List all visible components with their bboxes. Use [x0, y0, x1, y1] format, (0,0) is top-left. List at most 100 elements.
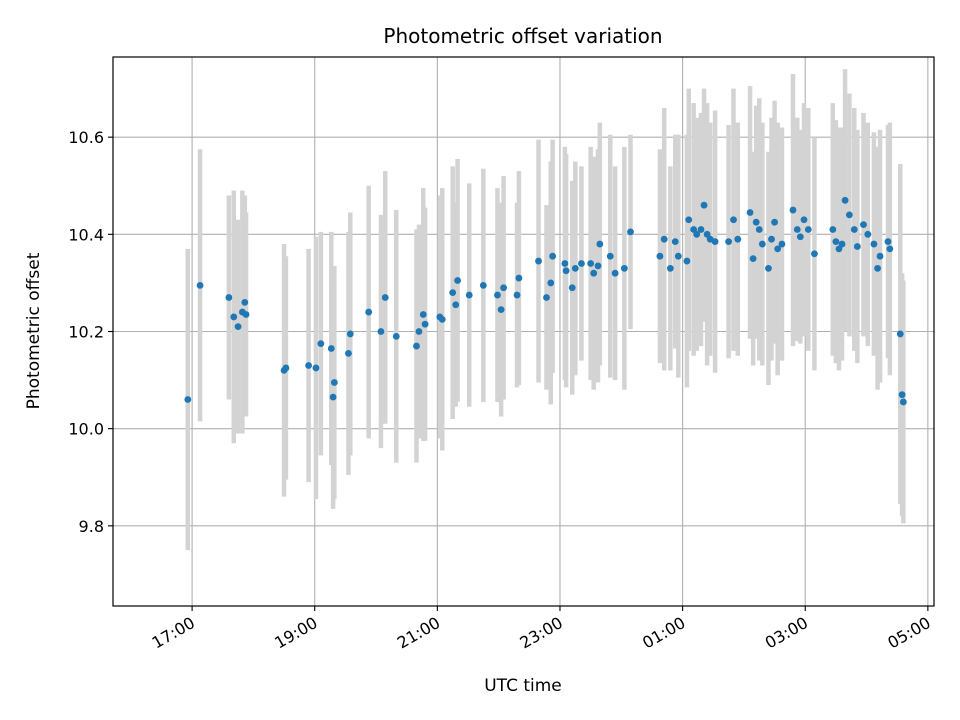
- data-point: [749, 255, 757, 263]
- data-point: [832, 238, 840, 246]
- data-point: [513, 291, 521, 299]
- data-point: [627, 228, 634, 236]
- data-point: [465, 291, 473, 299]
- data-point: [594, 262, 602, 270]
- data-point: [845, 211, 853, 219]
- data-point: [758, 240, 766, 248]
- data-point: [225, 294, 233, 301]
- data-point: [494, 291, 501, 299]
- data-point: [666, 264, 674, 272]
- data-point: [312, 364, 320, 372]
- data-point: [841, 196, 849, 204]
- data-point: [778, 240, 786, 248]
- data-point: [413, 342, 420, 350]
- data-point: [876, 252, 884, 260]
- data-point: [838, 240, 846, 248]
- data-point: [700, 201, 708, 209]
- data-point: [811, 250, 818, 258]
- data-point: [660, 235, 668, 243]
- data-point: [789, 206, 797, 214]
- data-point: [611, 269, 619, 277]
- data-point: [755, 226, 763, 233]
- data-point: [690, 226, 698, 233]
- data-point: [829, 226, 837, 233]
- data-point: [549, 252, 557, 260]
- data-point: [305, 362, 312, 369]
- data-point: [327, 345, 335, 352]
- data-point: [345, 349, 352, 357]
- data-point: [500, 284, 507, 292]
- data-point: [587, 260, 595, 267]
- data-point: [543, 294, 550, 301]
- data-point: [562, 267, 570, 275]
- data-point: [365, 308, 373, 316]
- data-point: [438, 315, 446, 323]
- data-point: [734, 235, 742, 243]
- data-point: [578, 260, 585, 267]
- data-point: [703, 230, 711, 238]
- data-point: [796, 233, 804, 241]
- data-point: [711, 238, 719, 246]
- y-tick-label: 10.4: [68, 225, 104, 244]
- data-point: [381, 294, 389, 301]
- data-point: [377, 328, 385, 335]
- y-axis-ticks: 9.8 10.0 10.2 10.4 10.6: [68, 128, 113, 536]
- data-point: [685, 216, 693, 224]
- data-point: [864, 230, 872, 238]
- data-point: [330, 379, 338, 386]
- data-point: [479, 281, 487, 289]
- data-point: [346, 330, 354, 338]
- y-tick-label: 9.8: [79, 517, 104, 536]
- y-tick-label: 10.6: [68, 128, 104, 147]
- data-point: [765, 264, 772, 272]
- data-point: [793, 226, 801, 233]
- data-point: [561, 260, 569, 267]
- data-point: [870, 240, 878, 248]
- data-point: [282, 364, 290, 372]
- data-point: [693, 230, 701, 238]
- y-axis-label: Photometric offset: [24, 252, 44, 409]
- data-point: [419, 311, 427, 318]
- data-point: [196, 281, 204, 289]
- data-point: [596, 240, 604, 248]
- data-point: [850, 226, 858, 233]
- data-point: [620, 264, 628, 272]
- y-tick-label: 10.0: [68, 420, 104, 439]
- data-point: [571, 264, 579, 272]
- data-point: [683, 257, 691, 265]
- data-point: [230, 313, 238, 321]
- data-point: [884, 238, 892, 246]
- data-point: [515, 274, 523, 282]
- data-point: [746, 209, 754, 216]
- x-axis-label: UTC time: [484, 676, 562, 696]
- y-tick-label: 10.2: [68, 323, 104, 342]
- data-point: [568, 284, 576, 292]
- data-point: [421, 320, 429, 328]
- data-point: [697, 226, 705, 233]
- data-point: [800, 216, 808, 224]
- data-point: [898, 391, 906, 399]
- data-point: [674, 252, 682, 260]
- data-point: [454, 277, 461, 284]
- data-point: [606, 252, 614, 260]
- data-point: [804, 226, 812, 233]
- data-point: [771, 218, 778, 226]
- data-point: [896, 330, 904, 338]
- data-point: [535, 257, 542, 265]
- data-point: [449, 289, 457, 297]
- data-point: [725, 238, 732, 246]
- data-point: [415, 328, 423, 335]
- data-point: [392, 332, 400, 340]
- data-point: [329, 393, 337, 401]
- data-point: [671, 238, 679, 246]
- data-point: [241, 298, 249, 306]
- data-point: [547, 279, 555, 287]
- data-point: [835, 245, 843, 253]
- data-point: [860, 221, 867, 229]
- data-point: [874, 264, 881, 272]
- data-point: [184, 396, 192, 403]
- data-point: [899, 398, 907, 406]
- data-point: [730, 216, 737, 224]
